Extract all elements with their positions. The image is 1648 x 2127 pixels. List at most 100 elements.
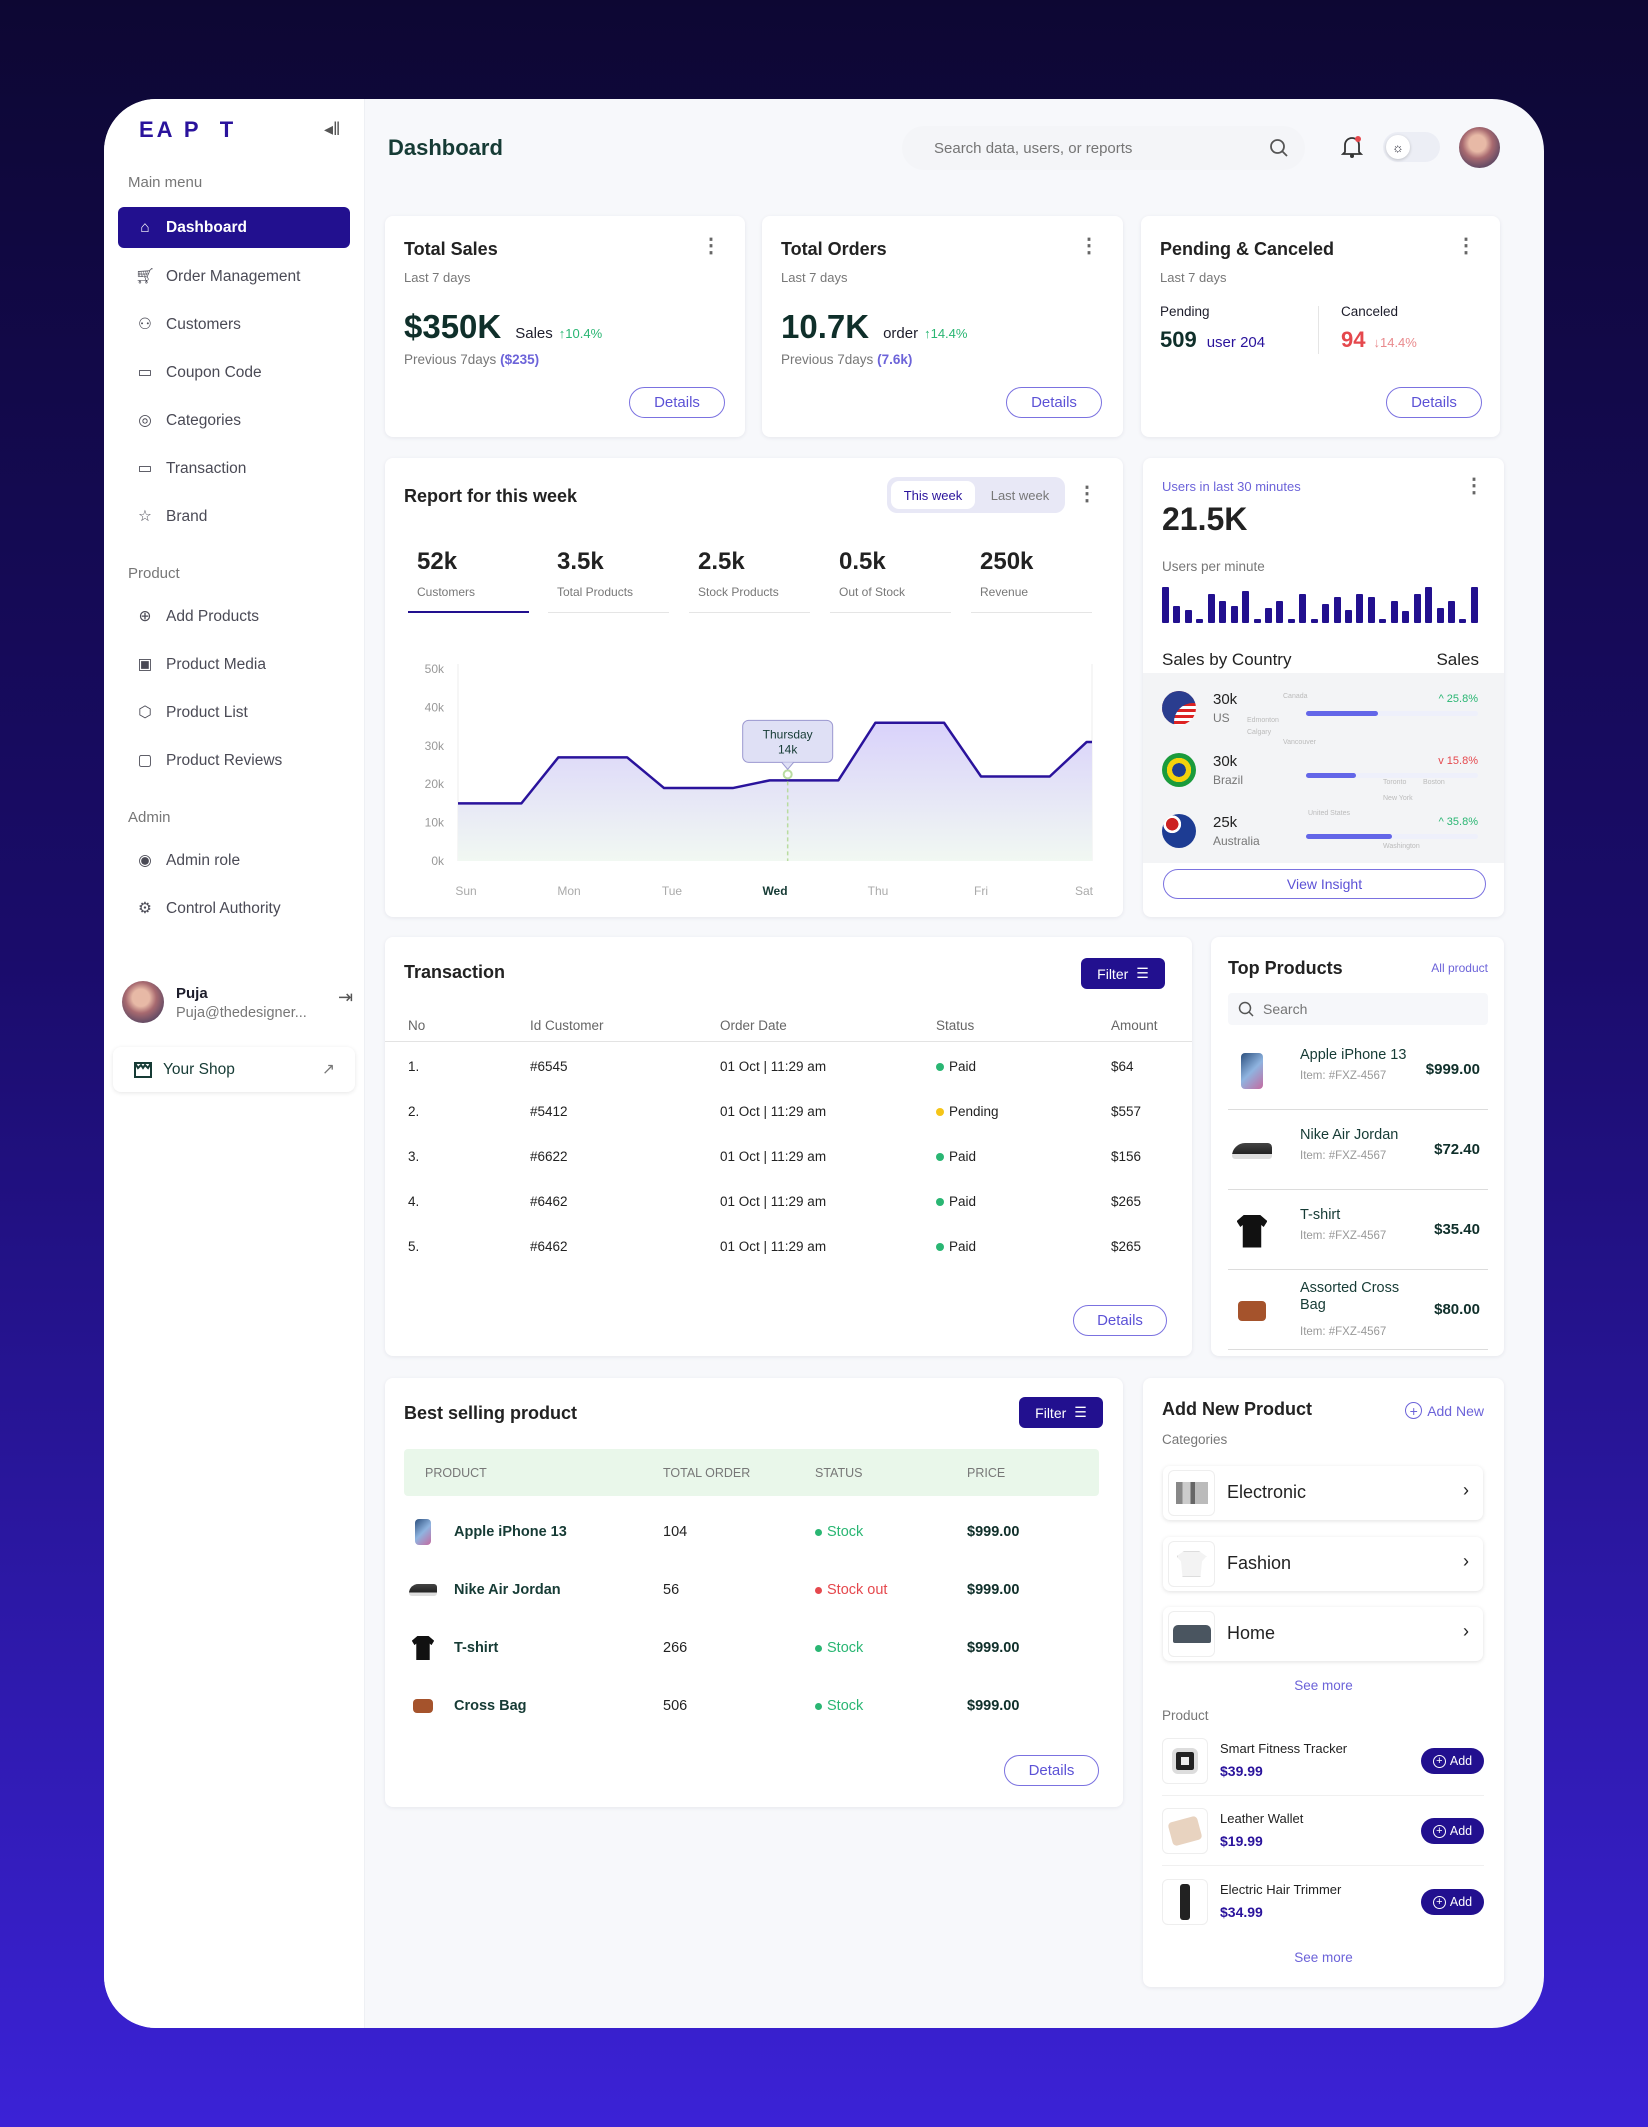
sidebar-item-order-management[interactable]: 🛒︎ Order Management: [118, 256, 350, 297]
cell: Paid: [949, 1239, 977, 1254]
details-button[interactable]: Details: [1386, 387, 1482, 418]
more-options-icon[interactable]: ⋮: [1464, 475, 1484, 497]
x-tick-label: Sat: [1075, 884, 1094, 898]
sidebar-item-add-products[interactable]: ⊕ Add Products: [118, 596, 350, 637]
product-search[interactable]: [1228, 993, 1488, 1025]
details-button[interactable]: Details: [1073, 1305, 1167, 1336]
tab-this-week[interactable]: This week: [891, 481, 975, 509]
product-name: Smart Fitness Tracker: [1220, 1741, 1348, 1756]
stat-label: Total Products: [557, 585, 634, 599]
column-header: PRODUCT: [425, 1466, 487, 1480]
notification-bell-icon[interactable]: [1341, 135, 1363, 159]
top-product-item[interactable]: Nike Air Jordan Item: #FXZ-4567 $72.40: [1228, 1112, 1488, 1190]
search-input[interactable]: [934, 139, 1269, 157]
country-name: Australia: [1213, 834, 1260, 848]
category-electronic[interactable]: Electronic ›: [1163, 1466, 1483, 1520]
pending-label: Pending: [1160, 304, 1210, 319]
top-product-item[interactable]: T-shirt Item: #FXZ-4567 $35.40: [1228, 1192, 1488, 1270]
header-avatar[interactable]: [1459, 127, 1500, 168]
top-product-item[interactable]: Assorted Cross Bag Item: #FXZ-4567 $80.0…: [1228, 1272, 1488, 1350]
filter-button[interactable]: Filter ☰: [1081, 958, 1165, 989]
table-row[interactable]: 1. #6545 01 Oct | 11:29 am Paid $64: [385, 1057, 1192, 1079]
sidebar-item-product-media[interactable]: ▣ Product Media: [118, 644, 350, 685]
sidebar-item-dashboard[interactable]: ⌂ Dashboard: [118, 207, 350, 248]
highlight-point: [782, 769, 793, 780]
country-progress-track: [1306, 711, 1478, 716]
table-row[interactable]: 3. #6622 01 Oct | 11:29 am Paid $156: [385, 1147, 1192, 1169]
stat-tab-total-products[interactable]: 3.5k Total Products: [548, 543, 669, 613]
collapse-sidebar-icon[interactable]: ◂‖: [324, 119, 341, 139]
add-label: Add: [1449, 1754, 1473, 1768]
product-price: $72.40: [1434, 1141, 1480, 1158]
details-button[interactable]: Details: [629, 387, 725, 418]
country-change: 25.8%: [1446, 693, 1478, 705]
more-options-icon[interactable]: ⋮: [1456, 235, 1476, 257]
cell: 01 Oct | 11:29 am: [720, 1194, 827, 1209]
more-options-icon[interactable]: ⋮: [1077, 483, 1097, 505]
external-link-icon[interactable]: ↗: [322, 1061, 335, 1078]
more-options-icon[interactable]: ⋮: [1079, 235, 1099, 257]
add-product-button[interactable]: + Add: [1421, 1818, 1484, 1844]
product-label: Product: [1162, 1708, 1209, 1723]
search-icon: [1238, 1001, 1254, 1017]
all-product-link[interactable]: All product: [1431, 961, 1488, 975]
sales-change: 10.4%: [565, 326, 603, 341]
search-icon[interactable]: [1269, 138, 1289, 158]
chart-line: [458, 721, 1092, 805]
filter-button[interactable]: Filter ☰: [1019, 1397, 1103, 1428]
stock-status: Stock: [827, 1640, 864, 1656]
stock-status: Stock: [827, 1524, 864, 1540]
main-menu-label: Main menu: [128, 174, 203, 191]
see-more-products-link[interactable]: See more: [1294, 1950, 1353, 1965]
top-product-item[interactable]: Apple iPhone 13 Item: #FXZ-4567 $999.00: [1228, 1032, 1488, 1110]
map-label: United States: [1308, 810, 1351, 817]
users-bar: [1333, 597, 1341, 623]
category-image: [1168, 1470, 1215, 1516]
details-button[interactable]: Details: [1004, 1755, 1099, 1786]
product-name: Apple iPhone 13: [1300, 1047, 1407, 1063]
details-button[interactable]: Details: [1006, 387, 1102, 418]
add-product-button[interactable]: + Add: [1421, 1889, 1484, 1915]
more-options-icon[interactable]: ⋮: [701, 235, 721, 257]
view-insight-button[interactable]: View Insight: [1163, 869, 1486, 899]
tab-last-week[interactable]: Last week: [990, 487, 1050, 503]
sidebar-item-customers[interactable]: ⚇ Customers: [118, 304, 350, 345]
category-fashion[interactable]: Fashion ›: [1163, 1537, 1483, 1591]
sidebar-item-product-reviews[interactable]: ▢ Product Reviews: [118, 740, 350, 781]
add-product-button[interactable]: + Add: [1421, 1748, 1484, 1774]
stat-tab-revenue[interactable]: 250k Revenue: [971, 543, 1092, 613]
category-home[interactable]: Home ›: [1163, 1607, 1483, 1661]
sidebar-item-admin-role[interactable]: ◉ Admin role: [118, 840, 350, 881]
sidebar-item-categories[interactable]: ◎ Categories: [118, 400, 350, 441]
sidebar-item-transaction[interactable]: ▭ Transaction: [118, 448, 350, 489]
sidebar-item-control-authority[interactable]: ⚙ Control Authority: [118, 888, 350, 929]
cell: Paid: [949, 1194, 977, 1209]
report-title: Report for this week: [404, 486, 578, 506]
user-profile[interactable]: Puja Puja@thedesigner... ⇥: [122, 979, 358, 1029]
sidebar-item-product-list[interactable]: ⬡ Product List: [118, 692, 350, 733]
stat-tab-customers[interactable]: 52k Customers: [408, 543, 529, 613]
stat-tab-out-of-stock[interactable]: 0.5k Out of Stock: [830, 543, 951, 613]
table-row[interactable]: 4. #6462 01 Oct | 11:29 am Paid $265: [385, 1192, 1192, 1214]
sidebar-item-brand[interactable]: ☆ Brand: [118, 496, 350, 537]
see-more-categories-link[interactable]: See more: [1294, 1678, 1353, 1693]
product-search-input[interactable]: [1263, 1001, 1463, 1017]
card-title: Pending & Canceled: [1160, 239, 1335, 259]
search-bar[interactable]: [902, 126, 1305, 170]
table-row[interactable]: Cross Bag 506 Stock $999.00: [404, 1688, 1099, 1724]
theme-toggle[interactable]: ☼: [1383, 132, 1440, 162]
users-per-minute-label: Users per minute: [1162, 559, 1265, 574]
your-shop-link[interactable]: Your Shop ↗: [113, 1047, 355, 1092]
stat-tab-stock-products[interactable]: 2.5k Stock Products: [689, 543, 810, 613]
table-row[interactable]: 5. #6462 01 Oct | 11:29 am Paid $265: [385, 1237, 1192, 1259]
top-products-title: Top Products: [1228, 958, 1343, 978]
table-row[interactable]: T-shirt 266 Stock $999.00: [404, 1630, 1099, 1666]
table-row[interactable]: Apple iPhone 13 104 Stock $999.00: [404, 1514, 1099, 1550]
sidebar-item-coupon-code[interactable]: ▭ Coupon Code: [118, 352, 350, 393]
table-row[interactable]: Nike Air Jordan 56 Stock out $999.00: [404, 1572, 1099, 1608]
card-period: Last 7 days: [404, 270, 471, 285]
table-row[interactable]: 2. #5412 01 Oct | 11:29 am Pending $557: [385, 1102, 1192, 1124]
add-new-button[interactable]: + Add New: [1405, 1402, 1484, 1419]
logout-icon[interactable]: ⇥: [338, 987, 354, 1007]
status-dot: [936, 1243, 944, 1251]
